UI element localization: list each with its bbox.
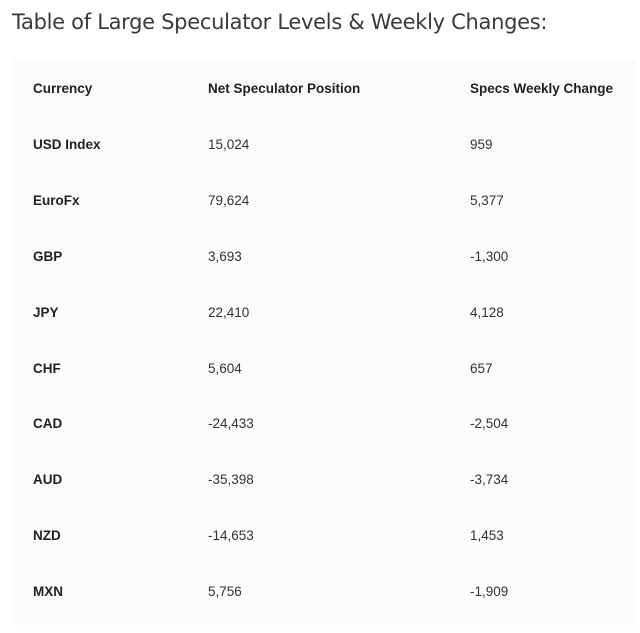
weekly-change-cell: -1,300 [470, 248, 509, 264]
net-position-cell: -35,398 [208, 472, 254, 488]
currency-cell: AUD [33, 472, 63, 488]
net-position-cell: 22,410 [208, 304, 250, 320]
column-header-weekly-change: Specs Weekly Change [470, 80, 614, 96]
column-header-net-position: Net Speculator Position [208, 80, 361, 96]
net-position-cell: 79,624 [208, 193, 250, 209]
currency-cell: EuroFx [33, 193, 80, 209]
net-position-cell: 5,604 [208, 360, 242, 376]
weekly-change-cell: 4,128 [470, 304, 504, 320]
weekly-change-cell: 959 [470, 137, 493, 153]
weekly-change-cell: 5,377 [470, 193, 504, 209]
table-row: USD Index 15,024 959 [13, 117, 637, 173]
page-title: Table of Large Speculator Levels & Weekl… [12, 10, 548, 34]
currency-cell: USD Index [33, 137, 101, 153]
weekly-change-cell: -2,504 [470, 416, 509, 432]
currency-cell: CHF [33, 360, 61, 376]
currency-cell: GBP [33, 248, 63, 264]
speculator-table-container: Currency Net Speculator Position Specs W… [13, 59, 637, 625]
weekly-change-cell: 1,453 [470, 527, 504, 543]
table-row: JPY 22,410 4,128 [13, 284, 637, 340]
net-position-cell: -24,433 [208, 416, 254, 432]
weekly-change-cell: 657 [470, 360, 493, 376]
table-row: NZD -14,653 1,453 [13, 508, 637, 564]
table-header-row: Currency Net Speculator Position Specs W… [13, 59, 637, 117]
table-row: MXN 5,756 -1,909 [13, 563, 637, 619]
table-row: AUD -35,398 -3,734 [13, 452, 637, 508]
weekly-change-cell: -1,909 [470, 583, 509, 599]
net-position-cell: 3,693 [208, 248, 242, 264]
table-row: CAD -24,433 -2,504 [13, 396, 637, 452]
currency-cell: CAD [33, 416, 63, 432]
column-header-currency: Currency [33, 80, 93, 96]
weekly-change-cell: -3,734 [470, 472, 509, 488]
net-position-cell: -14,653 [208, 527, 254, 543]
speculator-table: Currency Net Speculator Position Specs W… [13, 59, 637, 619]
currency-cell: NZD [33, 527, 61, 543]
table-row: CHF 5,604 657 [13, 340, 637, 396]
currency-cell: MXN [33, 583, 63, 599]
table-row: GBP 3,693 -1,300 [13, 229, 637, 285]
net-position-cell: 5,756 [208, 583, 242, 599]
table-row: EuroFx 79,624 5,377 [13, 173, 637, 229]
currency-cell: JPY [33, 304, 59, 320]
net-position-cell: 15,024 [208, 137, 250, 153]
